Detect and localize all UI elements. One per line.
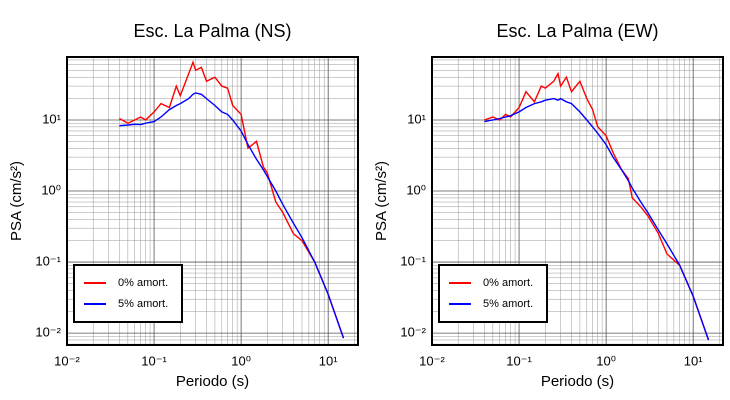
x-tick-label: 10⁻² [54, 353, 80, 368]
x-tick-label: 10⁻¹ [506, 353, 532, 368]
legend-label: 5% amort. [483, 298, 533, 310]
chart-title: Esc. La Palma (NS) [133, 21, 291, 41]
y-tick-label: 10⁰ [406, 182, 426, 197]
series-line [119, 92, 345, 339]
y-axis-label: PSA (cm/s²) [373, 161, 390, 241]
plot-frame [431, 56, 724, 346]
x-tick-label: 10¹ [319, 353, 338, 368]
y-tick-label: 10⁻¹ [35, 253, 61, 268]
x-axis-label: Periodo (s) [176, 373, 249, 390]
legend-box [438, 264, 548, 323]
plot-frame [66, 56, 359, 346]
panel: Esc. La Palma (NS) Periodo (s) PSA (cm/s²)… [8, 21, 359, 390]
x-tick-label: 10⁻¹ [141, 353, 167, 368]
y-tick-label: 10⁻¹ [400, 253, 426, 268]
y-tick-label: 10¹ [407, 111, 426, 126]
panel: Esc. La Palma (EW) Periodo (s) PSA (cm/s²)… [373, 21, 724, 390]
y-axis-label: PSA (cm/s²) [8, 161, 25, 241]
series-line [484, 97, 710, 341]
legend-label: 5% amort. [118, 298, 168, 310]
x-tick-label: 10¹ [684, 353, 703, 368]
y-tick-label: 10⁻² [400, 325, 426, 340]
y-tick-label: 10⁰ [41, 182, 61, 197]
chart-title: Esc. La Palma (EW) [496, 21, 658, 41]
legend-box [73, 264, 183, 323]
x-tick-label: 10⁰ [231, 353, 251, 368]
x-tick-label: 10⁻² [419, 353, 445, 368]
x-tick-label: 10⁰ [596, 353, 616, 368]
y-tick-label: 10⁻² [35, 325, 61, 340]
y-tick-label: 10¹ [42, 111, 61, 126]
x-axis-label: Periodo (s) [541, 373, 614, 390]
series-line [119, 60, 345, 339]
legend-label: 0% amort. [118, 277, 168, 289]
series-line [484, 71, 710, 341]
legend-label: 0% amort. [483, 277, 533, 289]
